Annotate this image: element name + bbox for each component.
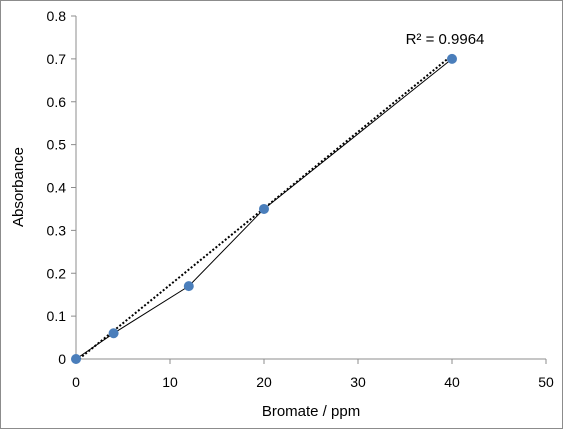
- r-squared-annotation: R² = 0.9964: [406, 31, 485, 48]
- series-group: [71, 53, 457, 364]
- data-point: [183, 281, 194, 292]
- x-tick-label: 40: [444, 374, 460, 390]
- y-tick-label: 0.7: [47, 51, 67, 67]
- data-point: [447, 53, 457, 64]
- y-axis-label: Absorbance: [10, 147, 27, 227]
- x-tick-label: 20: [256, 374, 272, 390]
- data-point: [108, 328, 119, 339]
- y-tick-label: 0.6: [47, 94, 67, 110]
- y-tick-label: 0.2: [47, 265, 67, 281]
- y-tick-label: 0.4: [47, 180, 67, 196]
- x-tick-label: 50: [538, 374, 554, 390]
- trendline: [75, 54, 453, 363]
- x-axis-label: Bromate / ppm: [262, 403, 360, 420]
- data-point: [259, 203, 269, 214]
- y-tick-label: 0: [58, 351, 66, 367]
- x-tick-label: 10: [162, 374, 178, 390]
- axes: [71, 15, 547, 364]
- y-tick-label: 0.8: [47, 8, 67, 24]
- data-point: [71, 354, 81, 364]
- y-tick-labels: 0 0.1 0.2 0.3 0.4 0.5 0.6 0.7 0.8: [47, 8, 67, 367]
- trendline-group: [75, 54, 453, 363]
- x-tick-labels: 0 10 20 30 40 50: [72, 374, 554, 390]
- y-tick-label: 0.1: [47, 308, 67, 324]
- x-tick-label: 30: [350, 374, 366, 390]
- x-tick-label: 0: [72, 374, 80, 390]
- y-tick-label: 0.3: [47, 222, 67, 238]
- y-tick-label: 0.5: [47, 137, 67, 153]
